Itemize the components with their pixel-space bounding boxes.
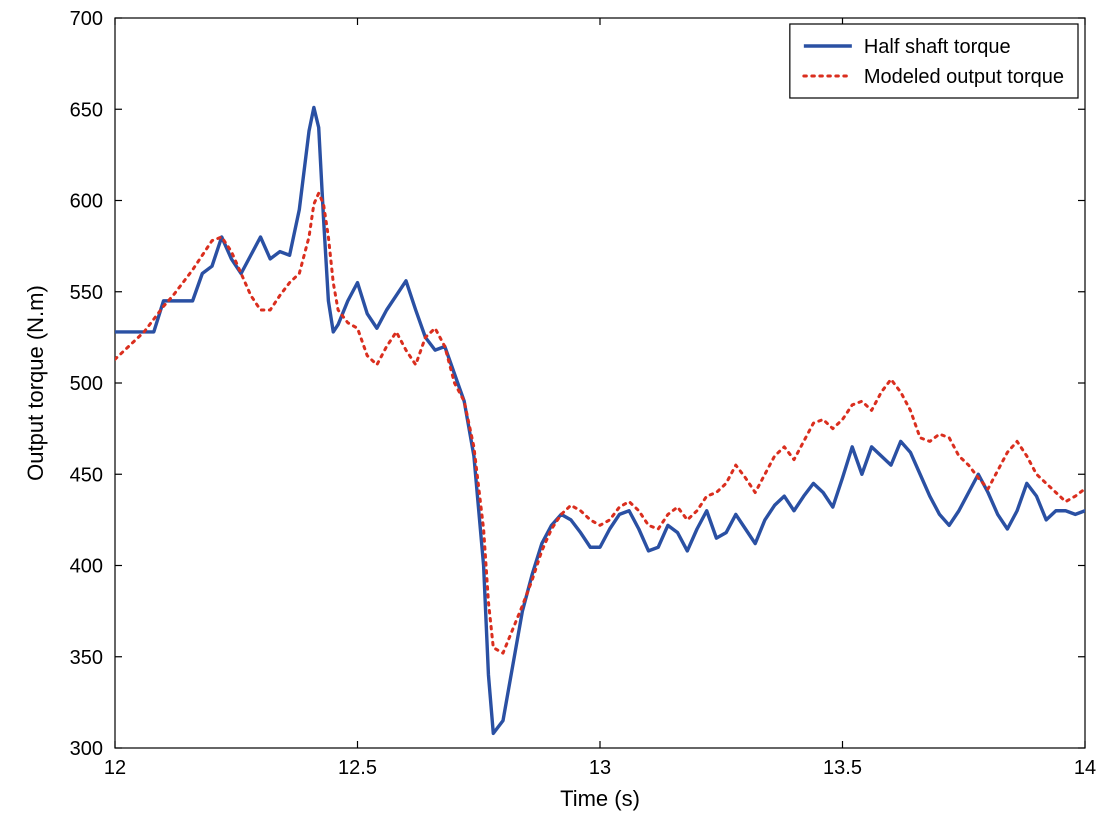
y-tick-label: 300 xyxy=(70,738,103,760)
y-tick-label: 400 xyxy=(70,556,103,578)
chart-svg: 12 12.5 13 13.5 14 300 350 400 450 500 550 600 650 70… xyxy=(0,0,1113,829)
y-tick-label: 500 xyxy=(70,373,103,395)
y-tick-label: 650 xyxy=(70,99,103,121)
y-tick-label: 350 xyxy=(70,647,103,669)
y-tick-label: 450 xyxy=(70,464,103,486)
torque-chart: 12 12.5 13 13.5 14 300 350 400 450 500 550 600 650 70… xyxy=(0,0,1113,829)
x-tick-label: 12.5 xyxy=(338,757,377,779)
x-tick-label: 13 xyxy=(589,757,611,779)
x-tick-label: 12 xyxy=(104,757,126,779)
x-axis-label: Time (s) xyxy=(560,786,640,811)
legend-label: Half shaft torque xyxy=(864,36,1011,58)
x-tick-label: 13.5 xyxy=(823,757,862,779)
x-tick-label: 14 xyxy=(1074,757,1096,779)
legend-label: Modeled output torque xyxy=(864,66,1064,88)
y-tick-label: 600 xyxy=(70,191,103,213)
y-axis-label: Output torque (N.m) xyxy=(23,285,48,481)
y-tick-label: 550 xyxy=(70,282,103,304)
y-tick-label: 700 xyxy=(70,8,103,30)
